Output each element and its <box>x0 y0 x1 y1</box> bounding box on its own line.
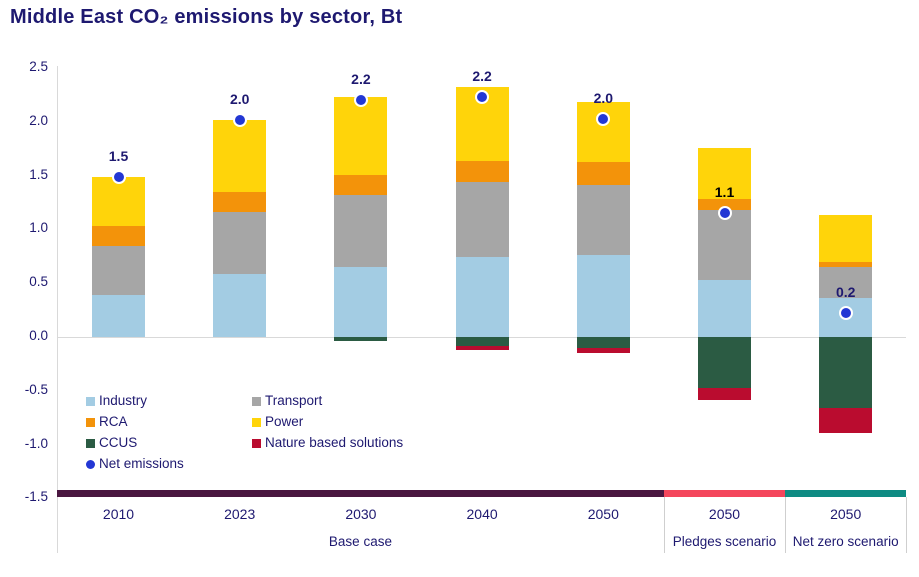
bar-segment-rca-5 <box>698 199 751 211</box>
bar-segment-power-6 <box>819 215 873 262</box>
bar-segment-nature-based-solutions-3 <box>455 345 509 350</box>
net-emissions-value-label-2: 2.2 <box>351 71 371 88</box>
scenario-group-label-pledges-scenario: Pledges scenario <box>672 534 777 549</box>
net-emissions-dot-6 <box>838 306 853 321</box>
bar-segment-transport-5 <box>698 210 751 280</box>
legend-label-nature-based-solutions: Nature based solutions <box>265 435 404 450</box>
bar-segment-ccus-2 <box>334 337 388 342</box>
x-axis-label-4: 2050 <box>587 506 619 522</box>
x-axis-label-5: 2050 <box>708 506 741 522</box>
scenario-band-pledges-scenario <box>663 490 786 497</box>
bar-segment-power-5 <box>698 147 751 200</box>
bar-segment-transport-2 <box>334 194 388 268</box>
y-tick-label: 1.0 <box>29 220 48 236</box>
legend-label-net-emissions: Net emissions <box>99 456 184 471</box>
y-tick-label: 0.0 <box>29 328 48 343</box>
bar-segment-power-2 <box>334 97 388 175</box>
bar-segment-industry-1 <box>213 273 267 337</box>
chart-title: Middle East CO₂ emissions by sector, Bt <box>10 6 403 28</box>
y-tick-label: -1.5 <box>24 489 48 505</box>
bar-segment-rca-3 <box>455 160 509 183</box>
legend-label-ccus: CCUS <box>99 435 138 450</box>
bar-segment-rca-0 <box>92 226 145 246</box>
bar-segment-industry-5 <box>698 279 751 337</box>
y-tick-label: 0.5 <box>29 274 48 290</box>
bar-segment-nature-based-solutions-6 <box>819 408 873 433</box>
net-emissions-dot-3 <box>475 90 490 105</box>
scenario-band-base-case <box>57 490 664 497</box>
scenario-separator-line <box>785 497 787 553</box>
y-tick-label: 2.5 <box>29 59 48 74</box>
scenario-separator-line <box>663 497 665 553</box>
x-axis-label-2: 2030 <box>345 506 377 522</box>
x-axis-label-6: 2050 <box>830 506 862 522</box>
bar-segment-rca-4 <box>576 161 630 186</box>
legend-label-rca: RCA <box>99 414 128 429</box>
legend-label-transport: Transport <box>265 393 323 408</box>
bar-segment-transport-1 <box>213 212 267 274</box>
bar-segment-transport-0 <box>92 245 145 296</box>
y-tick-label: 2.0 <box>29 112 48 128</box>
legend-label-industry: Industry <box>99 393 148 408</box>
bar-segment-power-0 <box>92 176 145 227</box>
scenario-group-label-base-case: Base case <box>328 534 392 549</box>
net-emissions-value-label-6: 0.2 <box>835 284 856 301</box>
bar-segment-industry-4 <box>576 255 630 337</box>
bar-segment-power-1 <box>213 119 267 192</box>
bar-segment-transport-3 <box>455 182 509 258</box>
bar-segment-ccus-3 <box>455 337 509 346</box>
scenario-separator-line <box>906 497 908 553</box>
bar-segment-industry-2 <box>334 267 388 337</box>
x-axis-label-0: 2010 <box>102 506 135 522</box>
net-emissions-value-label-5: 1.1 <box>714 184 735 201</box>
net-emissions-dot-1 <box>232 112 247 127</box>
y-tick-label: -0.5 <box>24 381 48 397</box>
bar-segment-ccus-4 <box>576 337 630 348</box>
bar-segment-rca-6 <box>819 261 873 268</box>
bar-segment-industry-0 <box>92 295 145 337</box>
bar-segment-ccus-6 <box>819 337 873 409</box>
bar-segment-nature-based-solutions-5 <box>698 387 751 401</box>
bar-segment-industry-3 <box>455 257 509 337</box>
bar-segment-rca-1 <box>213 191 267 213</box>
bar-segment-ccus-5 <box>698 337 751 388</box>
y-axis-line <box>57 66 58 553</box>
nature-based-solutions-legend-swatch <box>252 439 261 448</box>
bar-segment-transport-6 <box>819 267 873 299</box>
power-legend-swatch <box>252 418 261 427</box>
transport-legend-swatch <box>252 397 261 406</box>
bar-segment-rca-2 <box>334 174 388 195</box>
industry-legend-swatch <box>86 397 95 406</box>
net-emissions-value-label-0: 1.5 <box>108 147 129 164</box>
y-tick-label: 1.5 <box>29 166 48 182</box>
net-emissions-dot-5 <box>717 206 732 221</box>
net-emissions-dot-2 <box>353 93 368 108</box>
legend-label-power: Power <box>265 414 304 429</box>
ccus-legend-swatch <box>86 439 95 448</box>
net-emissions-legend-dot <box>86 460 95 469</box>
net-emissions-dot-0 <box>111 169 126 184</box>
net-emissions-value-label-4: 2.0 <box>593 89 614 106</box>
bar-segment-transport-4 <box>576 185 630 256</box>
x-axis-label-1: 2023 <box>224 506 256 522</box>
net-emissions-value-label-3: 2.2 <box>472 68 492 85</box>
rca-legend-swatch <box>86 418 95 427</box>
y-tick-label: -1.0 <box>24 435 48 451</box>
x-axis-label-3: 2040 <box>466 506 498 522</box>
bar-segment-nature-based-solutions-4 <box>576 347 630 354</box>
net-emissions-dot-4 <box>596 111 611 126</box>
net-emissions-value-label-1: 2.0 <box>229 90 250 107</box>
scenario-group-label-net-zero-scenario: Net zero scenario <box>792 534 899 549</box>
scenario-band-net-zero-scenario <box>785 490 907 497</box>
